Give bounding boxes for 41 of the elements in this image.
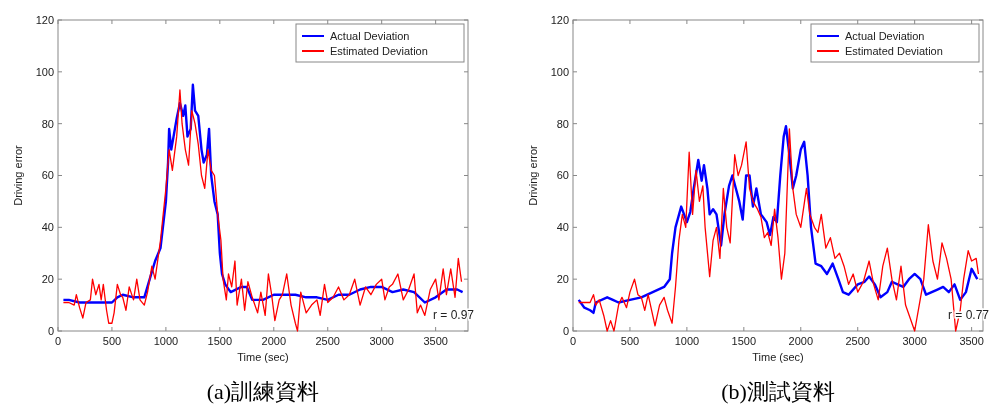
legend-label: Actual Deviation: [330, 29, 410, 42]
y-tick-label: 60: [556, 169, 569, 182]
y-tick-label: 100: [550, 65, 569, 78]
y-tick-label: 0: [562, 324, 569, 337]
x-tick-label: 1000: [153, 335, 179, 347]
y-tick-label: 80: [41, 117, 54, 130]
x-tick-label: 3500: [423, 335, 448, 347]
y-tick-label: 40: [41, 221, 54, 234]
y-tick-label: 40: [556, 221, 569, 234]
x-axis-title: Time (sec): [752, 351, 804, 363]
x-axis-title: Time (sec): [237, 351, 289, 363]
y-tick-label: 60: [41, 169, 54, 182]
x-tick-label: 1500: [207, 335, 233, 347]
x-tick-label: 0: [54, 335, 62, 347]
x-tick-label: 2000: [261, 335, 287, 347]
text: (b)測試資料: [721, 379, 835, 404]
x-tick-label: 500: [102, 335, 122, 347]
y-tick-label: 0: [47, 324, 54, 337]
legend-label: Estimated Deviation: [330, 44, 428, 57]
legend-label: Actual Deviation: [845, 29, 925, 42]
legend-label: Estimated Deviation: [845, 44, 943, 57]
x-tick-label: 1500: [731, 335, 757, 347]
x-tick-label: 0: [569, 335, 577, 347]
y-axis-title: Driving error: [12, 144, 24, 206]
x-tick-label: 3000: [369, 335, 394, 347]
y-tick-label: 100: [35, 65, 54, 78]
x-tick-label: 1000: [674, 335, 700, 347]
y-axis-title: Driving error: [527, 144, 539, 206]
x-tick-label: 500: [620, 335, 640, 347]
y-tick-label: 20: [41, 273, 54, 286]
x-tick-label: 2000: [788, 335, 814, 347]
annotation: r = 0.97: [432, 308, 475, 322]
x-tick-label: 3500: [959, 335, 984, 347]
x-tick-label: 2500: [315, 335, 340, 347]
y-tick-label: 120: [550, 13, 569, 26]
text: (a)訓練資料: [206, 379, 320, 404]
x-tick-label: 2500: [845, 335, 870, 347]
y-tick-label: 80: [556, 117, 569, 130]
y-tick-label: 20: [556, 273, 569, 286]
x-tick-label: 3000: [902, 335, 927, 347]
y-tick-label: 120: [35, 13, 54, 26]
